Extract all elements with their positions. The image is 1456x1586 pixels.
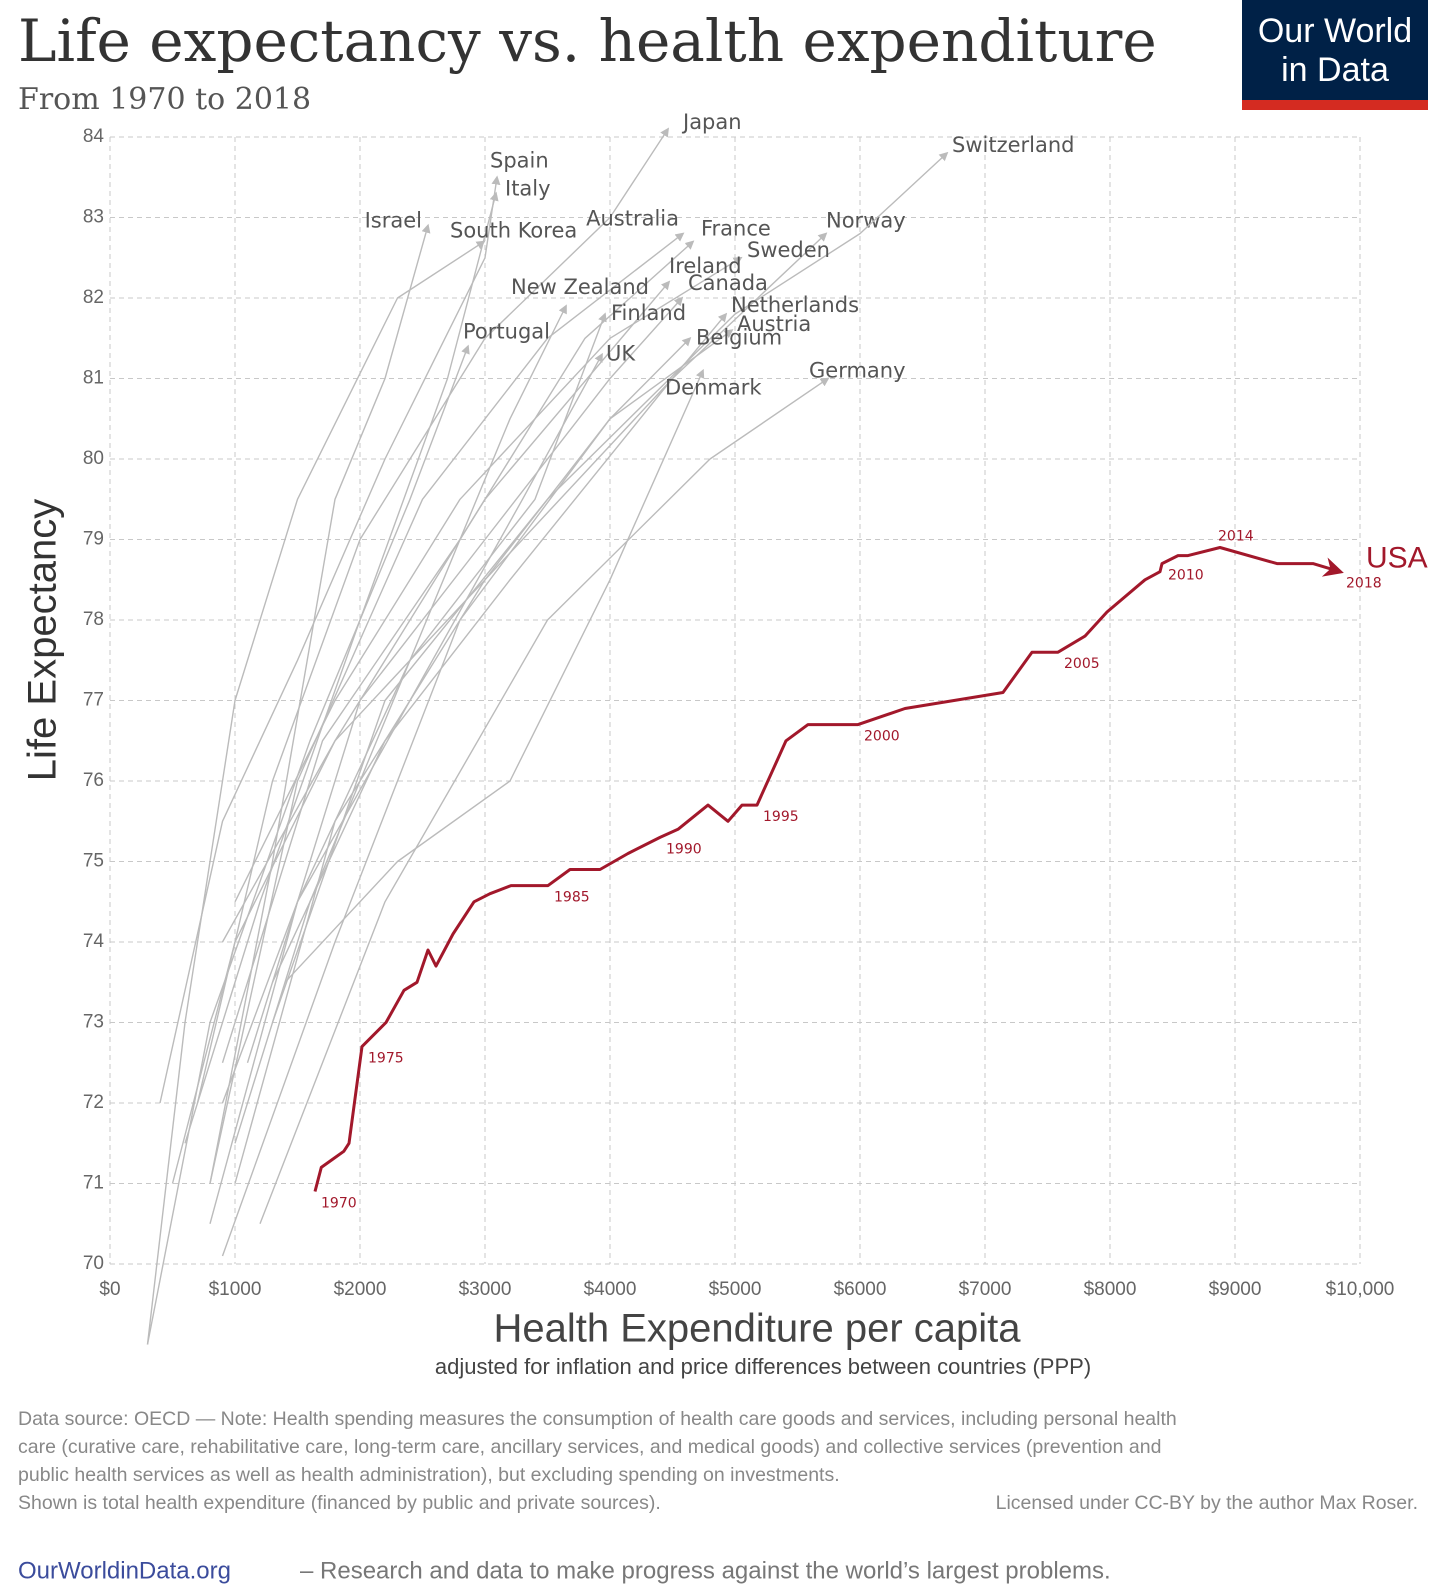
series-label: UK (606, 341, 636, 365)
point-label: 2010 (1168, 568, 1204, 584)
footer-license: Licensed under CC-BY by the author Max R… (996, 1492, 1418, 1514)
series-label: Israel (365, 209, 422, 233)
country-line (234, 256, 743, 903)
x-tick-label: $9000 (1209, 1279, 1262, 1300)
footer-note: public health services as well as health… (18, 1464, 840, 1486)
series-label: Australia (586, 207, 679, 231)
y-tick-label: 76 (83, 770, 104, 791)
x-tick-label: $0 (99, 1279, 120, 1300)
y-tick-label: 70 (83, 1253, 104, 1274)
series-label: Sweden (747, 238, 830, 262)
series-label: Italy (505, 176, 551, 200)
x-tick-label: $6000 (834, 1279, 887, 1300)
point-label: 1985 (554, 890, 590, 906)
series-label: Finland (611, 301, 686, 325)
x-axis-label: Health Expenditure per capita (494, 1307, 1022, 1351)
point-label: 2014 (1218, 529, 1254, 545)
country-line (209, 223, 431, 1184)
y-tick-label: 78 (83, 609, 104, 630)
y-tick-label: 77 (83, 690, 104, 711)
y-tick-label: 71 (83, 1173, 104, 1194)
chart-title: Life expectancy vs. health expenditure (18, 7, 1157, 75)
series-label: New Zealand (511, 275, 649, 299)
series-label: Portugal (463, 319, 550, 343)
y-tick-label: 82 (83, 287, 104, 308)
country-line (234, 304, 567, 1144)
grid (109, 136, 1361, 1265)
country-line (221, 352, 603, 1104)
x-tick-label: $5000 (709, 1279, 762, 1300)
series-label: Spain (490, 148, 549, 172)
point-label: 1970 (321, 1196, 357, 1212)
point-label: 2005 (1064, 656, 1100, 672)
series-label: Netherlands (731, 293, 859, 317)
point-label: 1995 (763, 809, 799, 825)
series-label: USA (1366, 542, 1428, 575)
country-line (159, 175, 501, 1104)
highlight-line (313, 546, 1344, 1192)
point-label: 2018 (1346, 576, 1382, 592)
country-line (146, 240, 486, 1345)
x-tick-label: $10,000 (1326, 1279, 1395, 1300)
y-tick-label: 79 (83, 529, 104, 550)
series-label: France (701, 217, 771, 241)
x-tick-label: $7000 (959, 1279, 1012, 1300)
y-axis-label: Life Expectancy (21, 499, 65, 781)
country-line (259, 377, 830, 1225)
x-tick-label: $2000 (334, 1279, 387, 1300)
y-tick-label: 83 (83, 207, 104, 228)
series-label: Switzerland (952, 133, 1075, 157)
country-line (234, 337, 692, 1184)
y-tick-label: 84 (83, 126, 105, 147)
logo-bar (1242, 100, 1428, 110)
series-label: Japan (681, 110, 742, 134)
series-label: Ireland (669, 254, 742, 278)
country-line (171, 280, 671, 1184)
series-label: South Korea (450, 219, 577, 243)
x-tick-label: $8000 (1084, 1279, 1137, 1300)
point-label: 2000 (864, 729, 900, 745)
country-line (271, 312, 728, 983)
x-tick-label: $3000 (459, 1279, 512, 1300)
x-axis-sublabel: adjusted for inflation and price differe… (435, 1354, 1091, 1379)
country-line (196, 127, 669, 1104)
series-label: Austria (737, 312, 811, 336)
point-label: 1990 (666, 841, 702, 857)
country-line (209, 312, 607, 1224)
footer-note: care (curative care, rehabilitative care… (18, 1436, 1161, 1458)
logo-box (1242, 0, 1428, 110)
footer-note: Data source: OECD — Note: Health spendin… (18, 1408, 1177, 1430)
y-tick-label: 81 (83, 368, 104, 389)
x-tick-label: $4000 (584, 1279, 637, 1300)
country-line (246, 296, 684, 1064)
footer-note: Shown is total health expenditure (finan… (18, 1492, 661, 1514)
y-tick-label: 72 (83, 1092, 104, 1113)
x-tick-label: $1000 (209, 1279, 262, 1300)
footer-site[interactable]: OurWorldinData.org (18, 1557, 231, 1584)
point-label: 1975 (368, 1051, 404, 1067)
footer-tagline: – Research and data to make progress aga… (300, 1557, 1111, 1584)
chart-subtitle: From 1970 to 2018 (18, 82, 311, 117)
logo-text: in Data (1281, 51, 1389, 89)
y-tick-label: 74 (83, 931, 105, 952)
series-label: Germany (809, 359, 906, 383)
series-label: Belgium (696, 325, 782, 349)
y-tick-label: 73 (83, 1012, 104, 1033)
country-line (284, 368, 705, 983)
y-tick-label: 80 (83, 448, 104, 469)
y-tick-label: 75 (83, 851, 104, 872)
series-label: Denmark (665, 375, 762, 399)
country-line (146, 344, 470, 1345)
series-label: Canada (688, 271, 768, 295)
logo-text: Our World (1258, 12, 1412, 50)
